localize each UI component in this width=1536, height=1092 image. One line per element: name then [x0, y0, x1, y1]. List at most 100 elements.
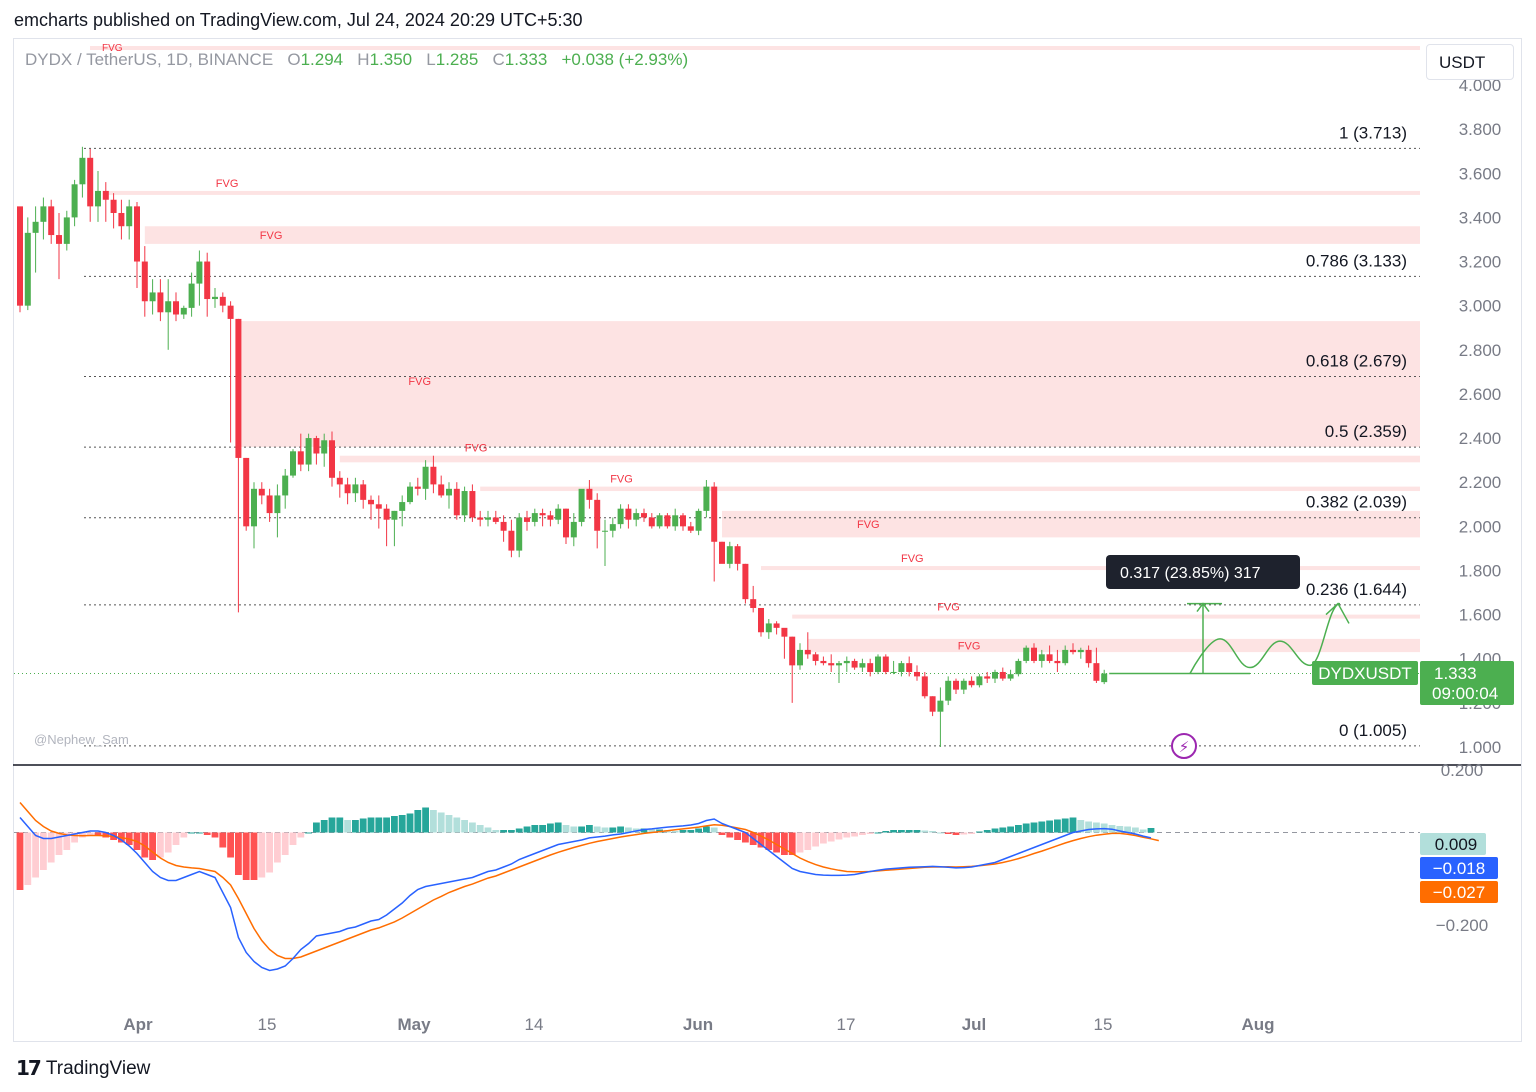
candle-body: [1046, 654, 1053, 661]
candle-body: [578, 488, 585, 522]
candle-body: [609, 524, 616, 531]
macd-histogram-bar: [453, 817, 461, 833]
fvg-zone: [238, 321, 1420, 447]
candle-body: [999, 671, 1006, 679]
candle-body: [539, 513, 546, 516]
macd-histogram-bar: [695, 828, 702, 833]
macd-histogram-bar: [445, 815, 453, 833]
macd-histogram-bar: [196, 832, 203, 834]
candle-body: [485, 517, 491, 520]
fib-level-label: 0.618 (2.679): [1306, 352, 1407, 371]
macd-histogram-bar: [898, 830, 905, 833]
footer-brand[interactable]: 𝟭𝟳 TradingView: [16, 1056, 150, 1081]
candle-body: [32, 221, 39, 233]
macd-hist-badge-text: 0.009: [1435, 835, 1478, 854]
candle-body: [134, 206, 140, 262]
macd-histogram-bar: [586, 825, 593, 833]
candle-body: [555, 508, 562, 520]
macd-histogram-bar: [71, 832, 78, 843]
macd-histogram-bar: [710, 827, 718, 833]
macd-histogram-bar: [258, 832, 266, 878]
macd-histogram-bar: [469, 822, 476, 833]
macd-histogram-bar: [359, 818, 367, 833]
candle-body: [126, 206, 133, 227]
price-axis-tick: 3.600: [1459, 164, 1502, 183]
candle-body: [742, 563, 749, 600]
macd-histogram-bar: [172, 832, 180, 845]
candle-body: [274, 495, 281, 514]
price-axis-tick: 1.600: [1459, 606, 1502, 625]
macd-histogram-bar: [921, 830, 929, 833]
candle-body: [789, 636, 796, 666]
macd-histogram-bar: [617, 826, 624, 833]
measure-tooltip-box: [1106, 555, 1300, 589]
candle-body: [906, 663, 913, 672]
macd-histogram-bar: [734, 832, 741, 840]
fvg-zone: [807, 638, 1420, 653]
macd-histogram-bar: [1132, 827, 1139, 833]
macd-histogram-bar: [32, 832, 39, 878]
macd-histogram-bar: [726, 832, 734, 838]
candle-body: [71, 184, 78, 218]
candle-body: [313, 438, 320, 454]
currency-button[interactable]: USDT: [1426, 44, 1514, 80]
macd-histogram-bar: [320, 820, 328, 833]
candle-body: [828, 663, 835, 666]
macd-histogram-bar: [1085, 821, 1092, 833]
time-axis-tick: May: [397, 1015, 431, 1034]
candle-body: [492, 517, 499, 522]
candle-body: [56, 235, 62, 244]
macd-histogram-bar: [757, 832, 765, 848]
candle-body: [344, 484, 351, 494]
candle-body: [914, 671, 920, 677]
symbol-name[interactable]: DYDX / TetherUS, 1D, BINANCE: [25, 50, 274, 69]
macd-histogram-bar: [141, 832, 149, 858]
candle-body: [258, 488, 265, 496]
candle-body: [812, 654, 819, 661]
macd-histogram-bar: [796, 832, 804, 853]
macd-histogram-bar: [484, 827, 492, 833]
macd-signal-badge-text: −0.027: [1433, 883, 1485, 902]
macd-histogram-bar: [983, 830, 991, 833]
open-label: O: [287, 50, 301, 69]
fvg-label: FVG: [408, 376, 431, 388]
candle-body: [664, 515, 671, 527]
macd-histogram-bar: [235, 832, 242, 875]
macd-histogram-bar: [250, 832, 258, 880]
price-axis-tick: 2.200: [1459, 473, 1502, 492]
macd-histogram-bar: [703, 826, 710, 833]
macd-histogram-bar: [601, 827, 609, 833]
price-badge-countdown: 09:00:04: [1432, 684, 1498, 703]
candle-body: [937, 700, 944, 712]
candle-body: [157, 292, 164, 313]
macd-histogram-bar: [1093, 822, 1100, 833]
candle-body: [321, 440, 328, 454]
macd-histogram-bar: [937, 832, 944, 834]
candle-body: [594, 499, 601, 531]
candle-body: [695, 510, 702, 531]
candle-body: [1093, 663, 1100, 681]
macd-histogram-bar: [367, 817, 375, 833]
candle-body: [227, 305, 234, 319]
price-badge: [1420, 661, 1514, 705]
change-value: +0.038 (+2.93%): [561, 50, 689, 69]
candle-body: [414, 486, 421, 489]
fvg-zone: [792, 614, 1420, 619]
candle-body: [329, 440, 335, 478]
candle-body: [836, 663, 842, 666]
macd-axis-tick: −0.200: [1436, 916, 1488, 935]
macd-histogram-bar: [1007, 826, 1014, 833]
macd-histogram-bar: [164, 832, 172, 853]
candle-body: [438, 484, 445, 496]
macd-histogram-bar: [1046, 820, 1053, 833]
candle-body: [422, 466, 429, 489]
macd-histogram-bar: [1038, 821, 1046, 833]
macd-histogram-bar: [570, 826, 578, 833]
fib-level-label: 1 (3.713): [1339, 123, 1407, 142]
candle-body: [24, 232, 31, 306]
fib-level-label: 0 (1.005): [1339, 721, 1407, 740]
macd-histogram-bar: [718, 832, 726, 835]
candle-body: [430, 466, 437, 485]
candle-body: [625, 508, 632, 520]
